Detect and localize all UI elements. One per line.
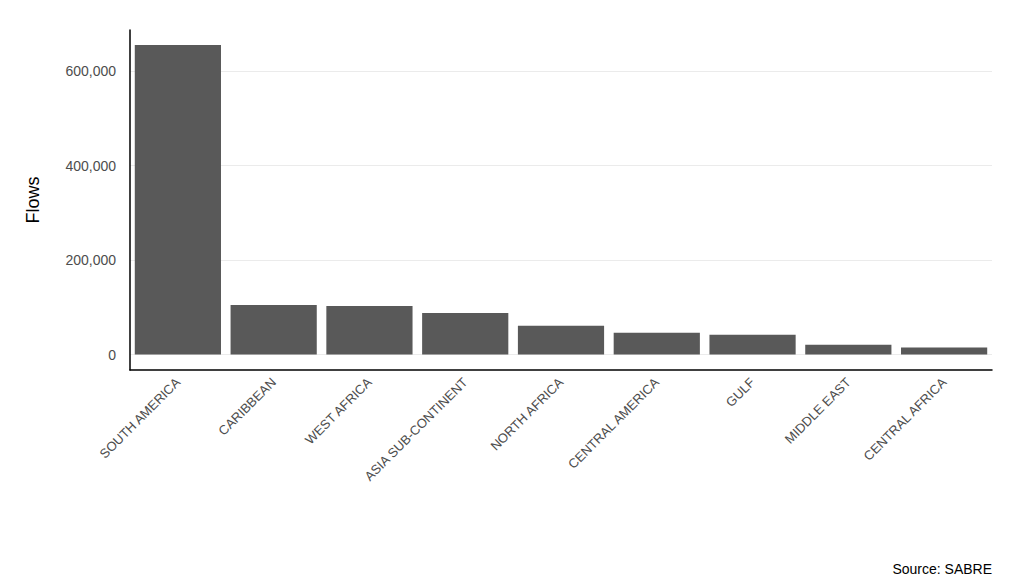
- svg-text:WEST AFRICA: WEST AFRICA: [302, 374, 375, 447]
- svg-text:SOUTH AMERICA: SOUTH AMERICA: [97, 374, 184, 461]
- svg-text:200,000: 200,000: [65, 252, 116, 268]
- svg-text:600,000: 600,000: [65, 63, 116, 79]
- svg-text:CENTRAL AFRICA: CENTRAL AFRICA: [861, 374, 950, 463]
- svg-text:ASIA SUB-CONTINENT: ASIA SUB-CONTINENT: [361, 375, 470, 484]
- svg-text:CENTRAL AMERICA: CENTRAL AMERICA: [565, 374, 662, 471]
- svg-text:400,000: 400,000: [65, 158, 116, 174]
- svg-text:NORTH AFRICA: NORTH AFRICA: [488, 374, 567, 453]
- svg-text:Flows: Flows: [23, 176, 43, 223]
- svg-text:0: 0: [108, 347, 116, 363]
- svg-text:GULF: GULF: [723, 375, 758, 410]
- svg-text:Source: SABRE: Source: SABRE: [892, 561, 992, 577]
- svg-text:MIDDLE EAST: MIDDLE EAST: [782, 375, 854, 447]
- svg-text:CARIBBEAN: CARIBBEAN: [215, 375, 279, 439]
